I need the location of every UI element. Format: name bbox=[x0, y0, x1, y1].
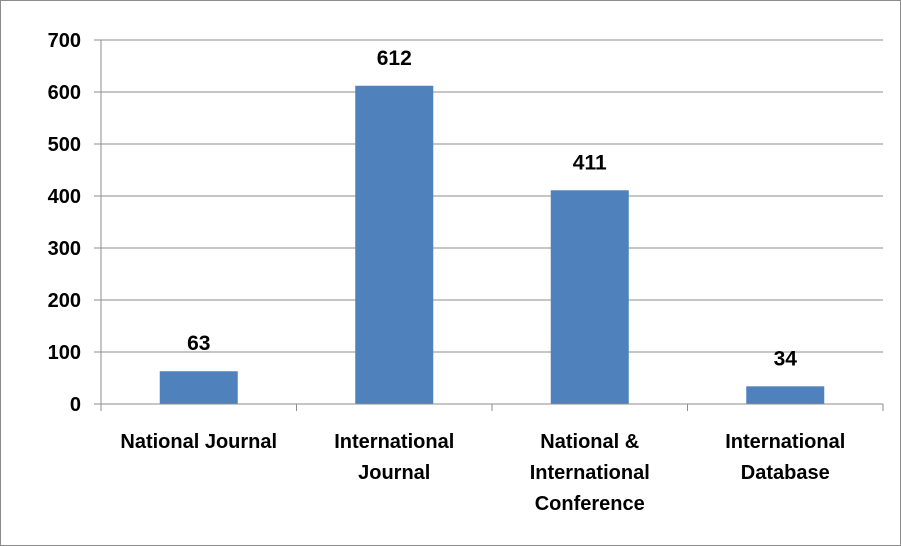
y-tick-label-300: 300 bbox=[48, 238, 81, 260]
category-label-1-line-0: International bbox=[334, 431, 454, 453]
category-label-0-line-0: National Journal bbox=[120, 431, 277, 453]
y-tick-label-200: 200 bbox=[48, 290, 81, 312]
bar-0 bbox=[159, 371, 238, 404]
x-axis bbox=[100, 40, 884, 411]
y-tick-label-500: 500 bbox=[48, 134, 81, 156]
y-tick-label-600: 600 bbox=[48, 82, 81, 104]
data-label-2: 411 bbox=[573, 151, 607, 174]
data-label-1: 612 bbox=[377, 47, 412, 70]
category-label-1-line-1: Journal bbox=[358, 462, 430, 484]
gridlines bbox=[101, 39, 883, 353]
bar-1 bbox=[355, 85, 434, 404]
category-label-3-line-1: Database bbox=[741, 462, 830, 484]
data-label-3: 34 bbox=[774, 347, 798, 370]
y-tick-label-100: 100 bbox=[48, 342, 81, 364]
category-label-2-line-1: International bbox=[530, 462, 650, 484]
bar-2 bbox=[550, 190, 629, 404]
data-labels: 63 612 411 34 bbox=[187, 47, 797, 371]
y-tick-label-700: 700 bbox=[48, 30, 81, 52]
y-tick-label-0: 0 bbox=[70, 394, 81, 416]
y-tick-label-400: 400 bbox=[48, 186, 81, 208]
bar-3 bbox=[746, 386, 825, 404]
x-axis-category-labels: National Journal International Journal Nati… bbox=[120, 431, 845, 515]
bars bbox=[159, 85, 825, 404]
y-axis-tick-labels: 0 100 200 300 400 500 600 700 bbox=[48, 30, 101, 416]
category-label-3-line-0: International bbox=[725, 431, 845, 453]
category-label-2-line-2: Conference bbox=[535, 493, 645, 515]
data-label-0: 63 bbox=[187, 332, 210, 355]
category-label-2-line-0: National & bbox=[540, 431, 639, 453]
